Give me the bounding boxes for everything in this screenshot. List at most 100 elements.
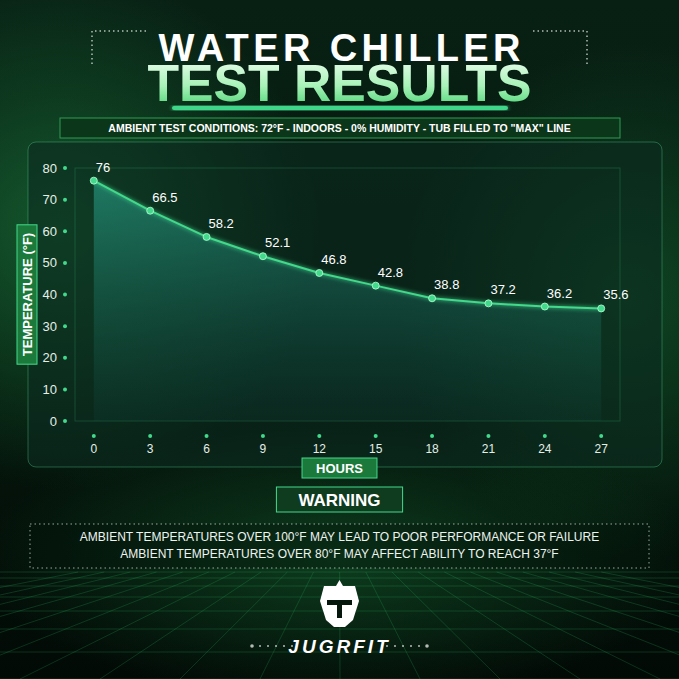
data-label: 66.5 [152, 190, 177, 205]
dot [394, 645, 396, 647]
dot [250, 644, 254, 648]
data-label: 58.2 [209, 216, 234, 231]
warning-heading: WARNING [298, 491, 380, 510]
y-tick-label: 70 [43, 192, 57, 207]
x-tick [205, 434, 209, 438]
dot [275, 645, 277, 647]
floor-line [497, 572, 679, 679]
x-axis-title-group: HOURS [302, 458, 377, 478]
x-tick-label: 21 [482, 442, 496, 456]
y-tick [63, 293, 67, 297]
floor-grid [0, 572, 679, 679]
data-label: 35.6 [603, 287, 628, 302]
x-tick [92, 434, 96, 438]
dot [418, 645, 420, 647]
data-labels: 7666.558.252.146.842.838.837.236.235.6 [96, 160, 629, 303]
data-label: 36.2 [547, 286, 572, 301]
y-tick-label: 40 [43, 287, 57, 302]
frame-line [92, 31, 148, 64]
y-tick [63, 387, 67, 391]
x-tick-label: 24 [538, 442, 552, 456]
floor-line [0, 578, 679, 579]
y-tick-label: 0 [50, 414, 57, 429]
y-tick-label: 30 [43, 319, 57, 334]
plot-frame [75, 168, 620, 421]
y-tick-label: 60 [43, 224, 57, 239]
x-tick-label: 0 [90, 442, 97, 456]
floor-line [20, 572, 235, 679]
marker [598, 305, 605, 312]
x-tick-label: 9 [260, 442, 267, 456]
x-tick-label: 12 [313, 442, 327, 456]
plot-panel [28, 142, 662, 467]
y-tick-label: 80 [43, 161, 57, 176]
dot [283, 645, 285, 647]
y-tick [63, 356, 67, 360]
floor-line [601, 572, 679, 679]
dot [267, 645, 269, 647]
marker [147, 207, 154, 214]
plot-area [90, 177, 604, 421]
warning-line: AMBIENT TEMPERATURES OVER 100°F MAY LEAD… [80, 530, 599, 544]
marker [429, 295, 436, 302]
area [94, 181, 601, 421]
floor-line [392, 572, 500, 679]
data-label: 52.1 [265, 235, 290, 250]
marker [541, 303, 548, 310]
brand-name: JUGRFIT [288, 636, 390, 657]
marker [259, 253, 266, 260]
data-label: 42.8 [378, 265, 403, 280]
line [94, 181, 601, 309]
floor-line [549, 572, 679, 679]
brand-logo-visor [327, 600, 352, 618]
floor-line [366, 572, 420, 679]
y-tick-label: 50 [43, 255, 57, 270]
x-tick [430, 434, 434, 438]
x-tick [148, 434, 152, 438]
marker [316, 269, 323, 276]
frame-line [531, 31, 587, 64]
brand-logo [320, 586, 359, 627]
y-axis-title-group: TEMPERATURE (°F) [17, 225, 37, 364]
x-axis: 0 3 6 9 12 15 18 21 24 27 [90, 434, 608, 456]
warning-box [276, 487, 402, 512]
floor-line [0, 572, 183, 679]
y-axis: 0 10 20 30 40 50 60 70 80 [43, 161, 67, 429]
dot [410, 645, 412, 647]
warning: WARNING AMBIENT TEMPERATURES OVER 100°F M… [30, 487, 649, 568]
floor-line [100, 572, 261, 679]
title-underline [172, 106, 508, 110]
x-tick-label: 27 [595, 442, 609, 456]
y-tick-label: 10 [43, 382, 57, 397]
dot [402, 645, 404, 647]
conditions: AMBIENT TEST CONDITIONS: 72°F - INDOORS … [108, 122, 570, 134]
x-tick-label: 6 [203, 442, 210, 456]
floor-line [0, 572, 209, 679]
dot [425, 644, 429, 648]
y-tick [63, 261, 67, 265]
conditions-box [60, 118, 620, 138]
floor-line [444, 572, 660, 679]
x-tick [374, 434, 378, 438]
y-tick [63, 229, 67, 233]
brand: JUGRFIT [250, 580, 429, 657]
floor-line [0, 572, 130, 679]
y-tick [63, 419, 67, 423]
x-axis-title-box [302, 458, 377, 478]
y-tick [63, 198, 67, 202]
x-tick-label: 18 [425, 442, 439, 456]
x-tick-label: 15 [369, 442, 383, 456]
y-tick-label: 20 [43, 350, 57, 365]
warning-line: AMBIENT TEMPERATURES OVER 80°F MAY AFFEC… [120, 547, 558, 561]
floor-line [523, 572, 679, 679]
x-axis-title: HOURS [316, 461, 363, 476]
x-tick [543, 434, 547, 438]
floor-line [180, 572, 287, 679]
x-tick-label: 3 [147, 442, 154, 456]
floor-line [0, 572, 679, 573]
marker [90, 177, 97, 184]
data-label: 46.8 [321, 252, 346, 267]
x-tick [317, 434, 321, 438]
subtitle: TEST RESULTS [148, 54, 532, 112]
y-tick [63, 324, 67, 328]
